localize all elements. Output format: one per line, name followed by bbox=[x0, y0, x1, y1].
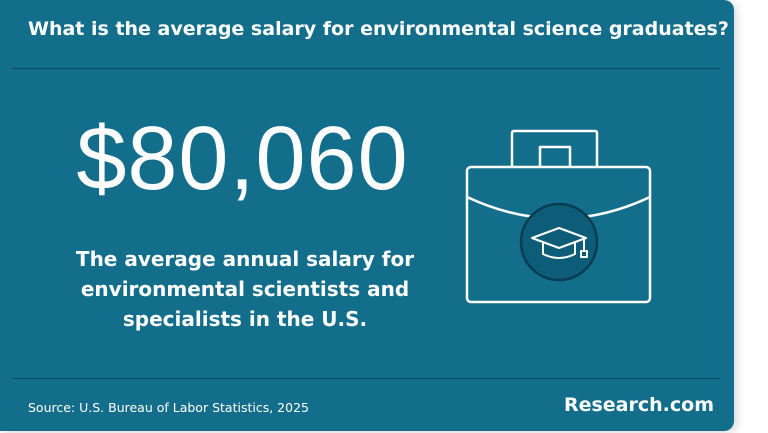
brand: Research.com bbox=[563, 394, 714, 416]
description-line: specialists in the U.S. bbox=[122, 307, 368, 331]
source: Source: U.S. Bureau of Labor Statistics,… bbox=[28, 400, 309, 415]
stat-description: The average annual salary for environmen… bbox=[70, 244, 420, 334]
description-line: environmental scientists and bbox=[80, 277, 410, 301]
card: What is the average salary for environme… bbox=[0, 0, 734, 431]
description-line: The average annual salary for bbox=[75, 247, 415, 271]
divider bbox=[12, 378, 720, 379]
divider bbox=[12, 68, 720, 69]
title: What is the average salary for environme… bbox=[28, 18, 729, 40]
stat-value: $80,060 bbox=[76, 109, 409, 209]
briefcase-icon bbox=[465, 129, 652, 304]
